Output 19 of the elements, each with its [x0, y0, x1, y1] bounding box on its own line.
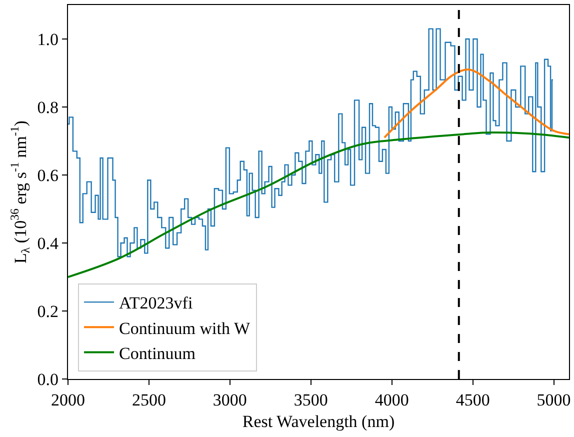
y-tick-label: 1.0	[37, 30, 58, 49]
x-tick-label: 2500	[132, 390, 166, 410]
y-tick-label: 0.0	[37, 370, 58, 389]
y-tick-label: 0.2	[37, 302, 58, 321]
legend-label: Continuum	[119, 344, 196, 363]
x-axis-title: Rest Wavelength (nm)	[242, 412, 395, 431]
y-tick-label: 0.8	[37, 98, 58, 117]
x-tick-label: 4500	[456, 390, 490, 410]
legend-label: Continuum with W	[119, 318, 251, 338]
line-series	[383, 68, 569, 139]
line-series	[68, 131, 569, 278]
x-tick-label: 4000	[374, 390, 409, 410]
x-tick-label: 3000	[212, 390, 247, 410]
x-tick-label: 3500	[294, 390, 328, 410]
x-tick-label: 5000	[536, 390, 571, 410]
y-tick-label: 0.6	[37, 166, 58, 185]
x-tick-label: 2000	[51, 390, 85, 410]
legend-label: AT2023vfi	[119, 294, 193, 313]
y-tick-label: 0.4	[37, 234, 59, 253]
